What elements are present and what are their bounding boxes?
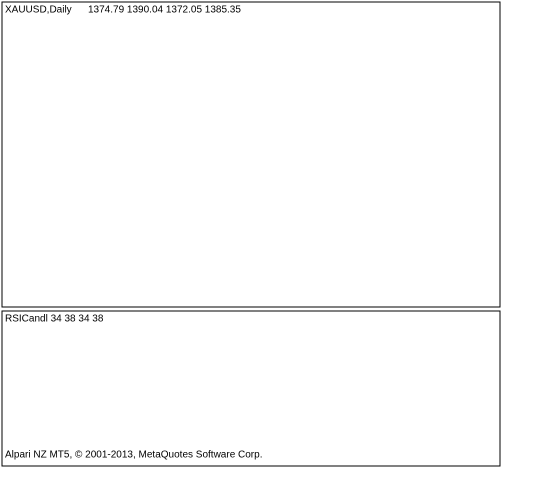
ohlc-readout: 1374.79 1390.04 1372.05 1385.35 bbox=[88, 5, 241, 16]
price-pane-frame bbox=[1, 1, 501, 308]
labels-layer: XAUUSD,Daily 1374.79 1390.04 1372.05 138… bbox=[5, 5, 262, 461]
copyright-footer: Alpari NZ MT5, © 2001-2013, MetaQuotes S… bbox=[5, 450, 262, 461]
symbol-title: XAUUSD,Daily bbox=[5, 5, 72, 16]
indicator-title: RSICandl 34 38 34 38 bbox=[5, 314, 104, 325]
indicator-pane-frame bbox=[1, 310, 501, 467]
